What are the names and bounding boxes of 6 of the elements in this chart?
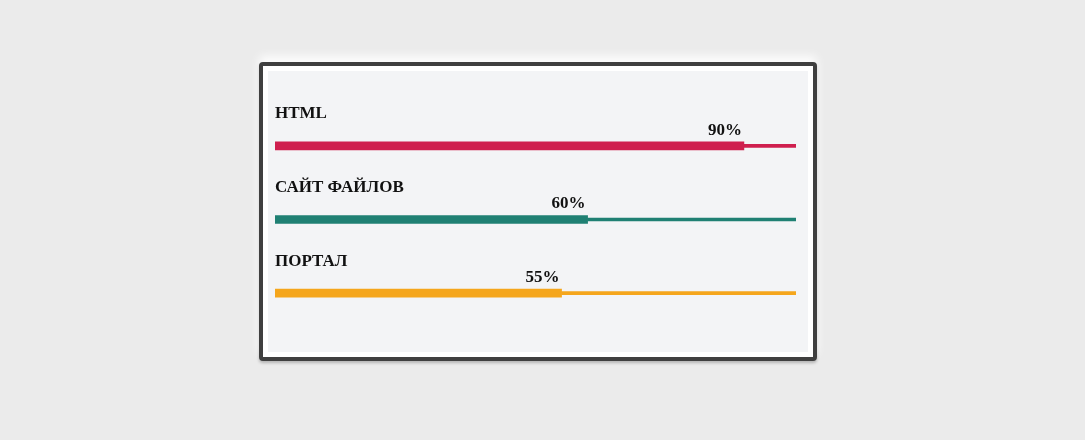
data-label: 90% — [707, 119, 742, 139]
data-label: 55% — [525, 267, 560, 287]
data-label: 60% — [551, 193, 586, 213]
y-tick-label: ПОРТАЛ — [275, 250, 348, 270]
y-tick-label: HTML — [275, 103, 327, 123]
y-tick-label: САЙТ ФАЙЛОВ — [275, 176, 404, 196]
